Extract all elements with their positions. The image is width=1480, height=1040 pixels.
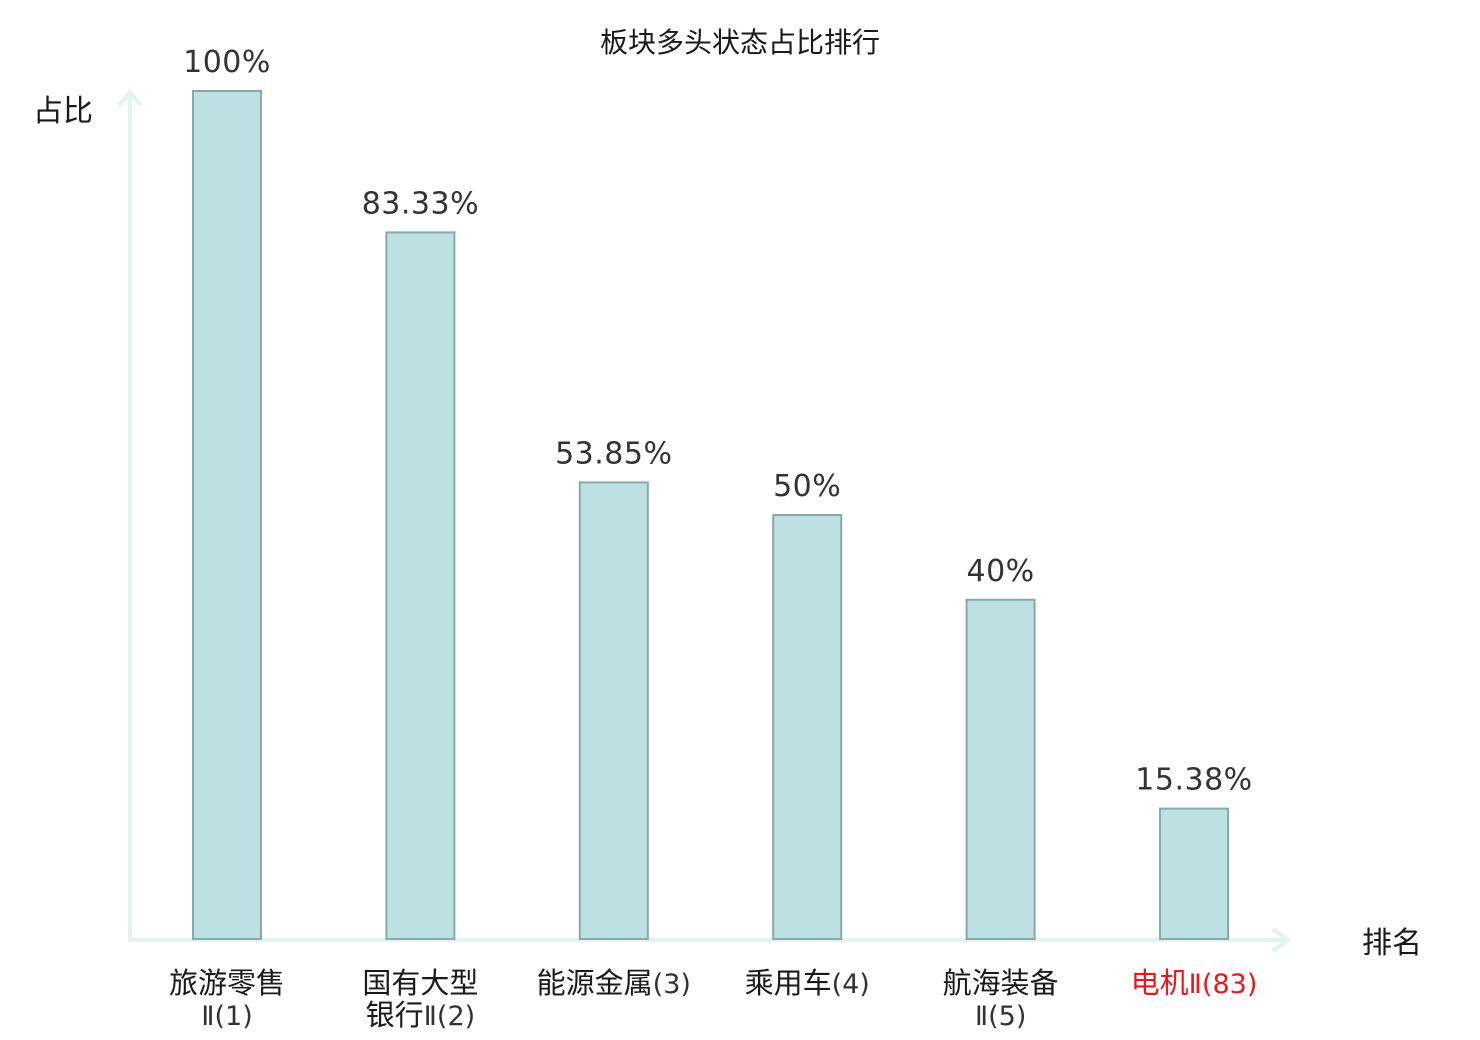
category-rank: Ⅱ(1) [201, 1001, 253, 1032]
value-label: 53.85% [555, 436, 672, 471]
category-rank: Ⅱ(5) [975, 1001, 1027, 1032]
value-label: 83.33% [362, 186, 479, 221]
chart-title: 板块多头状态占比排行 [600, 26, 880, 59]
category-label: 电机Ⅱ(83) [1131, 966, 1258, 1000]
category-name: 乘用车 [745, 966, 832, 1000]
category-label: 银行Ⅱ(2) [366, 998, 476, 1032]
category-label: 能源金属(3) [537, 966, 691, 1000]
x-axis [128, 928, 1290, 952]
category-label: 旅游零售 [169, 966, 285, 1000]
category-rank: Ⅱ(83) [1189, 969, 1258, 1000]
bars-group [192, 90, 1229, 940]
category-label: 航海装备 [943, 966, 1059, 1000]
x-axis-label: 排名 [1362, 926, 1422, 961]
value-label: 15.38% [1135, 763, 1252, 798]
value-labels-group: 100% 83.33% 53.85% 50% 40% 15.38% [183, 45, 1252, 798]
category-rank: Ⅱ(2) [424, 1001, 476, 1032]
category-rank: (3) [653, 969, 691, 1000]
value-label: 40% [967, 554, 1035, 589]
category-name: 能源金属 [537, 966, 653, 1000]
category-label: 乘用车(4) [745, 966, 870, 1000]
category-label: Ⅱ(1) [201, 1001, 253, 1032]
bar [772, 514, 843, 940]
category-label: Ⅱ(5) [975, 1001, 1027, 1032]
bar [1159, 807, 1229, 940]
bar [192, 90, 262, 940]
bar [578, 481, 649, 940]
y-axis [118, 90, 142, 942]
category-name: 国有大型 [362, 966, 478, 1000]
value-label: 100% [183, 45, 271, 80]
category-name: 航海装备 [943, 966, 1059, 1000]
y-axis-label: 占比 [33, 94, 93, 129]
value-label: 50% [773, 469, 841, 504]
category-rank: (4) [832, 969, 870, 1000]
category-name: 旅游零售 [169, 966, 285, 1000]
category-name: 电机 [1131, 966, 1189, 1000]
bar [965, 598, 1036, 940]
category-name: 银行 [366, 998, 424, 1032]
category-label: 国有大型 [362, 966, 478, 1000]
bar [385, 231, 456, 940]
